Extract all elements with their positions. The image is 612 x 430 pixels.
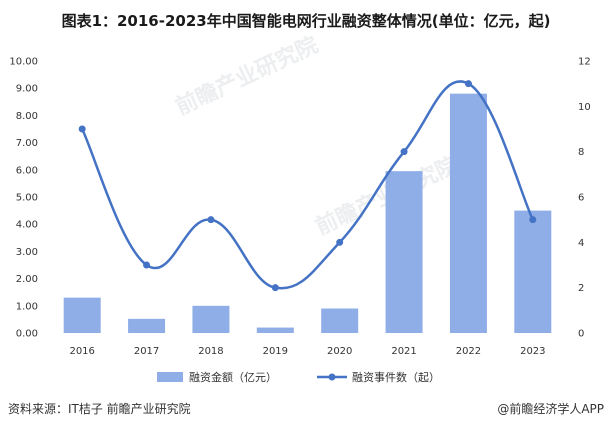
left-tick-label: 6.00 <box>16 165 38 176</box>
right-axis-ticks: 0 2 4 6 8 10 12 <box>578 57 591 340</box>
line-series <box>78 80 537 292</box>
bar-2023 <box>514 210 552 333</box>
x-tick-label: 2021 <box>391 346 416 357</box>
right-tick-label: 0 <box>578 329 584 340</box>
line-point-2020 <box>336 238 344 246</box>
left-axis-ticks: 0.00 1.00 2.00 3.00 4.00 5.00 6.00 7.00 8.00 9.00… <box>9 57 38 340</box>
left-tick-label: 0.00 <box>16 329 38 340</box>
line-point-2018 <box>207 216 215 224</box>
left-tick-label: 2.00 <box>16 274 38 285</box>
bar-series <box>63 93 552 333</box>
right-tick-label: 8 <box>578 147 584 158</box>
chart-title: 图表1：2016-2023年中国智能电网行业融资整体情况(单位：亿元，起) <box>61 12 551 30</box>
legend-bar-label: 融资金额（亿元） <box>189 370 277 384</box>
x-tick-label: 2017 <box>134 346 159 357</box>
x-tick-label: 2018 <box>198 346 223 357</box>
source-note: 资料来源：IT桔子 前瞻产业研究院 <box>8 402 191 416</box>
line-point-2023 <box>529 216 537 224</box>
left-tick-label: 1.00 <box>16 301 38 312</box>
bar-2020 <box>321 308 359 333</box>
left-tick-label: 5.00 <box>16 193 38 204</box>
line-point-2021 <box>400 148 408 156</box>
bar-2017 <box>128 318 166 333</box>
bar-2018 <box>192 305 230 333</box>
right-tick-label: 12 <box>578 57 591 68</box>
legend-bar-swatch <box>157 372 183 382</box>
line-point-2019 <box>271 284 279 292</box>
line-point-2016 <box>78 125 86 133</box>
brand-note: @前瞻经济学人APP <box>497 402 604 416</box>
legend-line-marker <box>328 373 336 381</box>
left-tick-label: 4.00 <box>16 220 38 231</box>
bar-2022 <box>449 93 487 333</box>
line-point-2017 <box>143 261 151 269</box>
right-tick-label: 10 <box>578 102 591 113</box>
x-tick-label: 2022 <box>456 346 481 357</box>
x-tick-label: 2020 <box>327 346 352 357</box>
left-tick-label: 10.00 <box>9 57 38 68</box>
right-tick-label: 6 <box>578 193 584 204</box>
right-tick-label: 4 <box>578 238 584 249</box>
x-axis-ticks: 2016 2017 2018 2019 2020 2021 2022 2023 <box>69 346 545 357</box>
bar-2021 <box>385 171 423 333</box>
x-tick-label: 2023 <box>520 346 545 357</box>
x-tick-label: 2019 <box>263 346 288 357</box>
bar-2016 <box>63 297 101 333</box>
left-tick-label: 8.00 <box>16 111 38 122</box>
legend-line-label: 融资事件数（起） <box>352 371 440 384</box>
watermark-top: 前瞻产业研究院 <box>172 32 323 121</box>
left-tick-label: 3.00 <box>16 247 38 258</box>
line-point-2022 <box>464 80 472 88</box>
left-tick-label: 9.00 <box>16 84 38 95</box>
bar-2019 <box>256 327 294 333</box>
legend: 融资金额（亿元） 融资事件数（起） <box>157 370 440 384</box>
x-tick-label: 2016 <box>69 346 94 357</box>
left-tick-label: 7.00 <box>16 138 38 149</box>
right-tick-label: 2 <box>578 283 584 294</box>
